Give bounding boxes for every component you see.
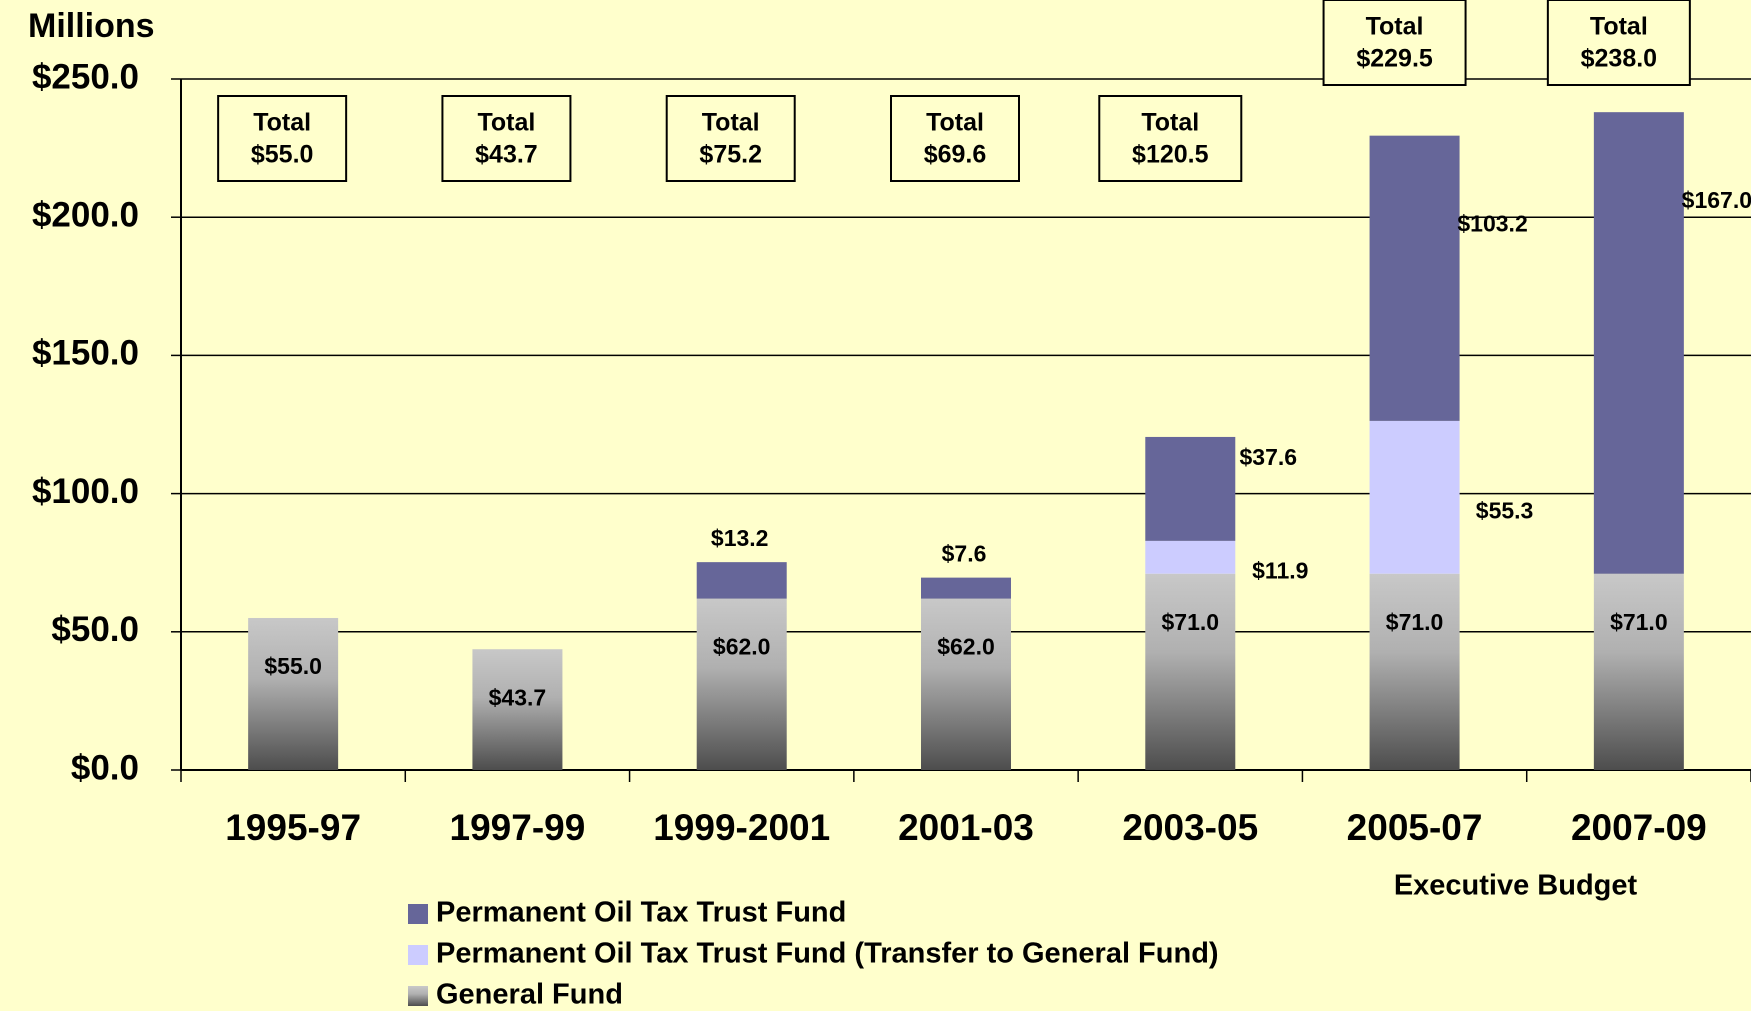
y-tick-label: $50.0 bbox=[51, 610, 139, 649]
total-title: Total bbox=[1590, 13, 1648, 41]
data-label: $55.3 bbox=[1476, 497, 1534, 523]
y-tick-label: $0.0 bbox=[71, 748, 139, 787]
bar-segment bbox=[1145, 436, 1236, 541]
bar-segment bbox=[1369, 135, 1460, 421]
legend-swatch bbox=[408, 986, 428, 1006]
x-tick-label: 1997-99 bbox=[450, 807, 586, 848]
total-box bbox=[1546, 0, 1691, 86]
legend-label: General Fund bbox=[436, 979, 623, 1011]
data-label: $62.0 bbox=[937, 634, 995, 660]
legend-label: Permanent Oil Tax Trust Fund bbox=[436, 897, 846, 929]
data-label: $71.0 bbox=[1386, 609, 1444, 635]
legend-swatch bbox=[408, 904, 428, 924]
data-label: $37.6 bbox=[1240, 444, 1298, 470]
total-label: $75.2 bbox=[699, 141, 762, 169]
total-label: $229.5 bbox=[1356, 45, 1433, 73]
total-box bbox=[1098, 95, 1243, 182]
annotation: Executive Budget bbox=[1394, 870, 1638, 902]
total-label: $238.0 bbox=[1581, 45, 1657, 73]
bar-segment bbox=[1369, 420, 1460, 574]
total-box bbox=[1322, 0, 1467, 86]
total-box bbox=[890, 95, 1020, 182]
data-label: $55.0 bbox=[264, 653, 322, 679]
total-label: $43.7 bbox=[475, 141, 538, 169]
total-title: Total bbox=[253, 109, 311, 137]
bar-segment bbox=[696, 598, 787, 770]
x-tick-label: 2003-05 bbox=[1122, 807, 1258, 848]
total-box bbox=[217, 95, 348, 182]
x-tick-label: 2007-09 bbox=[1571, 807, 1707, 848]
bar-segment bbox=[1145, 540, 1236, 574]
y-tick-label: $150.0 bbox=[32, 334, 139, 373]
y-tick-label: $100.0 bbox=[32, 472, 139, 511]
total-title: Total bbox=[1141, 109, 1199, 137]
x-tick-label: 1999-2001 bbox=[653, 807, 830, 848]
y-tick-label: $200.0 bbox=[32, 195, 139, 234]
data-label: $71.0 bbox=[1162, 609, 1220, 635]
bar-segment bbox=[696, 562, 787, 599]
total-label: $120.5 bbox=[1132, 141, 1209, 169]
data-label: $62.0 bbox=[713, 634, 771, 660]
total-title: Total bbox=[477, 109, 535, 137]
total-label: $69.6 bbox=[924, 141, 987, 169]
x-tick-label: 1995-97 bbox=[225, 807, 361, 848]
total-title: Total bbox=[926, 109, 984, 137]
data-label: $43.7 bbox=[489, 684, 547, 710]
bar-segment bbox=[921, 598, 1011, 770]
bar-segment bbox=[1145, 573, 1236, 770]
bar-segment bbox=[248, 617, 339, 770]
legend-swatch bbox=[408, 945, 428, 965]
y-tick-label: $250.0 bbox=[32, 57, 139, 96]
x-tick-label: 2001-03 bbox=[898, 807, 1034, 848]
data-label: $13.2 bbox=[711, 525, 769, 551]
total-box bbox=[441, 95, 572, 182]
data-label: $103.2 bbox=[1457, 211, 1527, 237]
bar-segment bbox=[472, 649, 563, 770]
total-label: $55.0 bbox=[251, 141, 314, 169]
legend-label: Permanent Oil Tax Trust Fund (Transfer t… bbox=[436, 938, 1219, 970]
data-label: $7.6 bbox=[942, 541, 987, 567]
y-unit-label: Millions bbox=[28, 7, 155, 45]
data-label: $11.9 bbox=[1252, 557, 1308, 583]
bar-segment bbox=[1593, 112, 1684, 574]
total-title: Total bbox=[1366, 13, 1424, 41]
total-title: Total bbox=[702, 109, 760, 137]
x-tick-label: 2005-07 bbox=[1347, 807, 1483, 848]
bar-segment bbox=[1593, 573, 1684, 770]
total-box bbox=[665, 95, 796, 182]
bar-segment bbox=[1369, 573, 1460, 770]
data-label: $71.0 bbox=[1610, 609, 1668, 635]
data-label: $167.0 bbox=[1682, 187, 1751, 213]
bar-segment bbox=[921, 577, 1011, 599]
